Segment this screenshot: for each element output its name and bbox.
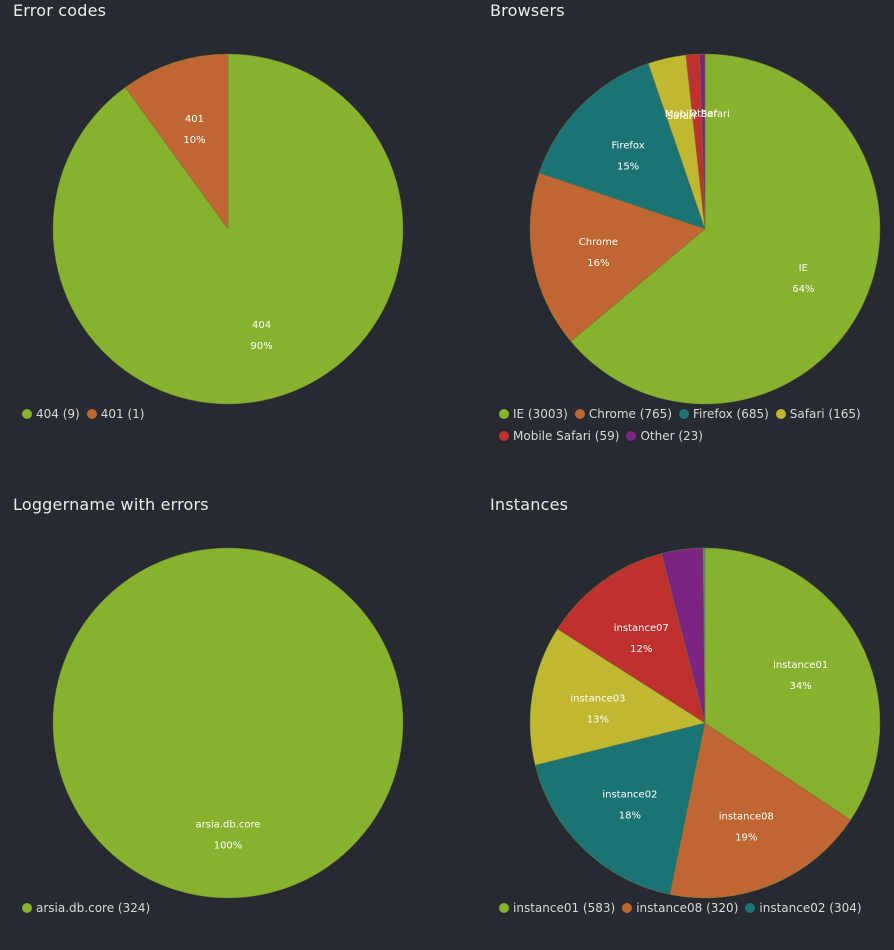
legend-item[interactable]: 404 (9)	[22, 403, 80, 425]
slice-label: Other	[689, 109, 718, 120]
browsers-panel: Browsers IE 64% Chrome 16% Firefox 15% Safari M…	[477, 0, 894, 456]
legend-item[interactable]: 401 (1)	[86, 403, 145, 425]
slice-percent: 34%	[790, 681, 812, 692]
loggername-legend: arsia.db.core (324)	[22, 897, 442, 919]
chart-title: Browsers	[490, 1, 565, 20]
legend-item[interactable]: Safari (165)	[775, 403, 861, 425]
legend-item[interactable]: Firefox (685)	[679, 403, 769, 425]
pie-slice-chrome[interactable]	[529, 172, 706, 342]
slice-percent: 100%	[214, 841, 243, 852]
legend-item[interactable]: instance02 (304)	[745, 897, 862, 919]
legend-label: 401 (1)	[100, 407, 145, 421]
chart-title: Instances	[490, 495, 569, 514]
loggername-pie: arsia.db.core 100%	[52, 547, 404, 899]
slice-label: instance08	[719, 811, 774, 822]
slice-label: instance02	[602, 789, 657, 800]
legend-item[interactable]: arsia.db.core (324)	[22, 897, 150, 919]
legend-swatch-icon	[499, 409, 509, 419]
legend-label: Safari (165)	[789, 407, 861, 421]
legend-item[interactable]: instance08 (320)	[622, 897, 738, 919]
legend-item[interactable]: instance01 (583)	[499, 897, 615, 919]
error-codes-legend: 404 (9) 401 (1)	[22, 403, 442, 425]
legend-swatch-icon	[22, 409, 32, 419]
slice-label: arsia.db.core	[195, 820, 260, 831]
pie-slice-instance03[interactable]	[529, 628, 706, 766]
legend-swatch-icon	[86, 409, 97, 419]
legend-item[interactable]: Other (23)	[626, 425, 703, 447]
slice-label: 404	[252, 320, 271, 331]
slice-label: Firefox	[612, 140, 645, 151]
slice-percent: 90%	[250, 341, 272, 352]
pie-slice-instance07[interactable]	[557, 553, 706, 724]
legend-swatch-icon	[22, 903, 32, 913]
pie-slice-unlabeled-6[interactable]	[702, 547, 706, 724]
slice-label: instance03	[570, 694, 625, 705]
chart-title: Error codes	[13, 1, 107, 20]
legend-label: 404 (9)	[36, 407, 80, 421]
legend-swatch-icon	[499, 903, 509, 913]
slice-percent: 19%	[735, 832, 757, 843]
pie-slice-instance08[interactable]	[669, 722, 851, 899]
legend-item[interactable]: IE (3003)	[499, 403, 568, 425]
legend-swatch-icon	[775, 409, 786, 419]
slice-percent: 64%	[792, 284, 814, 295]
slice-percent: 18%	[619, 810, 641, 821]
legend-swatch-icon	[626, 431, 637, 441]
instances-legend: instance01 (583) instance08 (320) instance…	[499, 897, 894, 919]
legend-swatch-icon	[499, 431, 509, 441]
legend-label: Chrome (765)	[588, 407, 672, 421]
legend-swatch-icon	[622, 903, 633, 913]
legend-label: Other (23)	[640, 429, 703, 443]
legend-label: instance02 (304)	[759, 901, 862, 915]
pie-slice-firefox[interactable]	[538, 63, 706, 230]
slice-percent: 13%	[587, 715, 609, 726]
slice-percent: 10%	[183, 135, 205, 146]
slice-label: IE	[799, 263, 808, 274]
pie-slice-401[interactable]	[124, 53, 229, 230]
slice-percent: 15%	[617, 161, 639, 172]
legend-swatch-icon	[574, 409, 585, 419]
slice-label: instance07	[614, 623, 669, 634]
legend-label: Mobile Safari (59)	[513, 429, 620, 443]
slice-label: 401	[185, 114, 204, 125]
legend-swatch-icon	[679, 409, 689, 419]
error-codes-panel: Error codes 404 90% 401 10% 404 (9) 401 (1)	[0, 0, 447, 456]
legend-label: arsia.db.core (324)	[36, 901, 151, 915]
pie-slice-arsia-db-core[interactable]	[52, 547, 404, 899]
legend-label: IE (3003)	[513, 407, 568, 421]
instances-pie: instance01 34% instance08 19% instance02 18% i…	[529, 547, 881, 899]
browsers-legend: IE (3003) Chrome (765) Firefox (685) Safari…	[499, 403, 894, 447]
pie-slice-instance02[interactable]	[534, 722, 706, 895]
pie-slice-other[interactable]	[699, 53, 706, 230]
legend-item[interactable]: Chrome (765)	[574, 403, 672, 425]
slice-percent: 12%	[630, 644, 652, 655]
legend-label: instance08 (320)	[636, 901, 739, 915]
slice-percent: 16%	[587, 258, 609, 269]
legend-swatch-icon	[745, 903, 756, 913]
legend-item[interactable]: Mobile Safari (59)	[499, 425, 619, 447]
legend-label: Firefox (685)	[693, 407, 769, 421]
slice-label: Mobile Safari	[665, 109, 730, 120]
slice-label: instance01	[773, 660, 828, 671]
slice-label: Chrome	[579, 237, 618, 248]
instances-panel: Instances instance01 34% instance08 19% inst…	[477, 494, 894, 950]
pie-slice-ie[interactable]	[570, 53, 881, 405]
slice-label: Safari	[667, 111, 696, 122]
error-codes-pie: 404 90% 401 10%	[52, 53, 404, 405]
loggername-panel: Loggername with errors arsia.db.core 100%…	[0, 494, 447, 950]
chart-title: Loggername with errors	[13, 495, 209, 514]
legend-label: instance01 (583)	[513, 901, 616, 915]
